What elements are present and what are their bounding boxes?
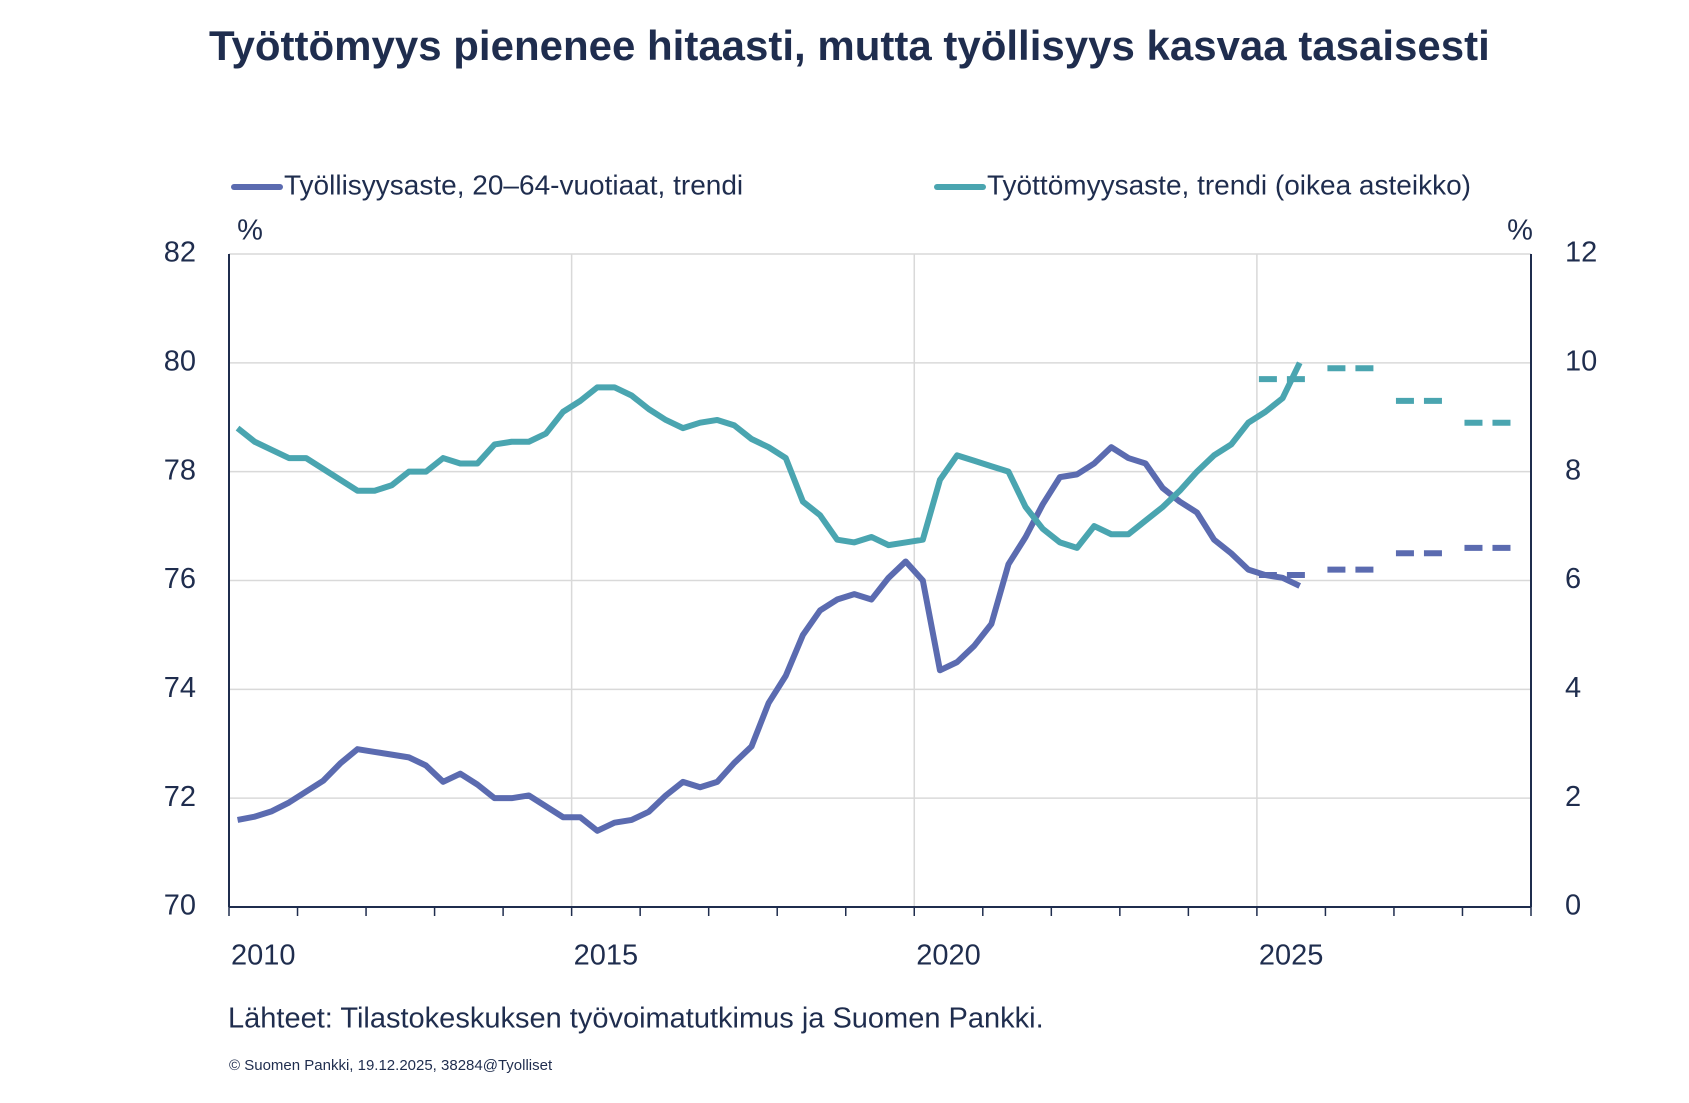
y2-tick-label: 10 [1565,345,1597,377]
y2-unit: % [1507,215,1533,247]
y-tick-label: 80 [164,345,196,377]
y-tick-label: 74 [164,672,196,704]
y2-tick-label: 12 [1565,237,1597,269]
y2-tick-label: 6 [1565,563,1581,595]
y-tick-label: 78 [164,454,196,486]
copyright: © Suomen Pankki, 19.12.2025, 38284@Tyoll… [229,1057,553,1074]
source: Lähteet: Tilastokeskuksen työvoimatutkim… [228,1003,1044,1035]
series-line [237,444,1302,834]
x-tick-label: 2010 [231,940,296,972]
y2-tick-label: 0 [1565,890,1581,922]
series-line [235,361,1303,551]
x-tick-label: 2025 [1259,940,1324,972]
y-tick-label: 82 [164,237,196,269]
x-tick-label: 2015 [574,940,639,972]
y2-tick-label: 2 [1565,781,1581,813]
y-tick-label: 76 [164,563,196,595]
chart-title: Työttömyys pienenee hitaasti, mutta työl… [209,22,1490,69]
y2-tick-label: 8 [1565,454,1581,486]
x-tick-label: 2020 [916,940,981,972]
y-unit: % [237,215,263,247]
legend-label: Työllisyysaste, 20–64-vuotiaat, trendi [284,169,743,200]
y-tick-label: 70 [164,890,196,922]
y2-tick-label: 4 [1565,672,1581,704]
legend-label: Työttömyysaste, trendi (oikea asteikko) [987,169,1471,200]
y-tick-label: 72 [164,781,196,813]
